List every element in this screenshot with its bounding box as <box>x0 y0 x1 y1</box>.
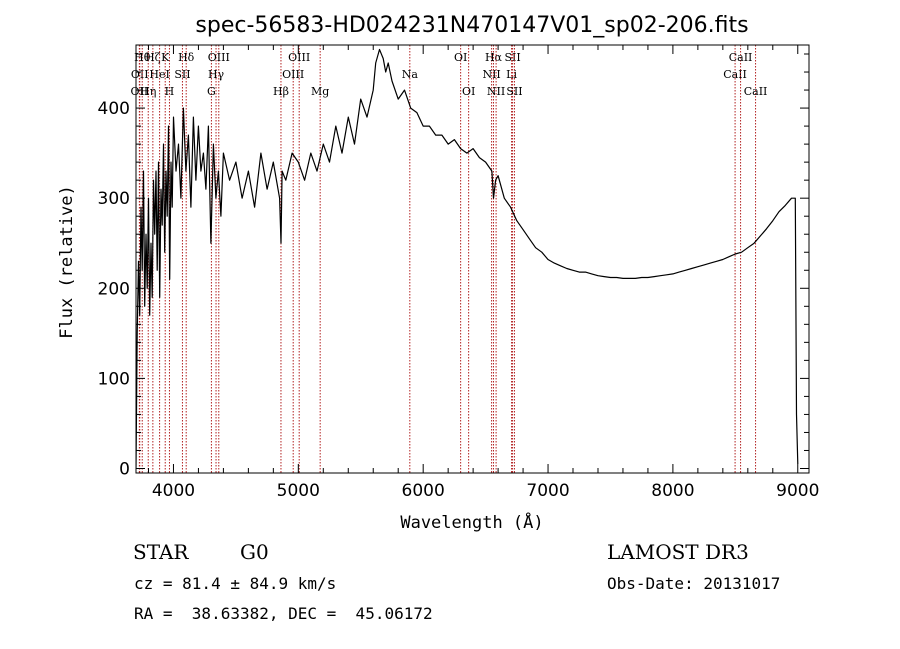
line-marker-label: Hα <box>485 51 503 64</box>
x-tick-label: 4000 <box>152 481 195 501</box>
x-tick-label: 8000 <box>651 481 694 501</box>
line-marker-label: OIII <box>288 51 310 64</box>
line-marker-label: SII <box>506 85 522 98</box>
spectral-line-markers: OIIOIIHθHηHζHeIKHSIIHδGHγOIIIHβOIIIOIIIM… <box>131 45 768 473</box>
line-marker-label: Hζ <box>145 51 161 64</box>
line-marker-label: H <box>165 85 175 98</box>
coordinates: RA = 38.63382, DEC = 45.06172 <box>134 604 433 623</box>
plot-frame <box>135 44 810 474</box>
line-marker-label: HeI <box>149 68 169 81</box>
y-tick-label: 400 <box>98 99 130 119</box>
y-axis-label: Flux (relative) <box>57 185 77 339</box>
object-subclass: G0 <box>240 540 269 564</box>
line-marker-label: CaII <box>723 68 747 81</box>
line-marker-label: NII <box>487 85 505 98</box>
y-axis: 0 100 200 300 400 <box>98 53 809 479</box>
y-tick-label: 0 <box>119 459 130 479</box>
x-tick-label: 5000 <box>277 481 320 501</box>
line-marker-label: OI <box>454 51 467 64</box>
observation-date: Obs-Date: 20131017 <box>607 574 780 593</box>
spectrum-line <box>136 48 799 469</box>
line-marker-label: NII <box>482 68 500 81</box>
line-marker-label: OII <box>131 68 149 81</box>
x-tick-label: 9000 <box>776 481 819 501</box>
line-marker-label: OI <box>462 85 475 98</box>
redshift-value: cz = 81.4 ± 84.9 km/s <box>134 574 336 593</box>
x-axis: 4000 5000 6000 7000 8000 9000 <box>147 45 819 501</box>
line-marker-label: Hβ <box>273 85 289 98</box>
line-marker-label: SII <box>174 68 190 81</box>
survey-name: LAMOST DR3 <box>607 540 749 564</box>
line-marker-label: OIII <box>208 51 230 64</box>
line-marker-label: Li <box>506 68 517 81</box>
line-marker-label: G <box>207 85 216 98</box>
line-marker-label: CaII <box>744 85 768 98</box>
line-marker-label: K <box>161 51 170 64</box>
line-marker-label: CaII <box>729 51 753 64</box>
line-marker-label: Hδ <box>178 51 195 64</box>
line-marker-label: Hγ <box>208 68 225 81</box>
x-axis-label: Wavelength (Å) <box>400 511 543 533</box>
line-marker-label: Mg <box>311 85 329 98</box>
line-marker-label: Hη <box>140 85 156 98</box>
chart-title: spec-56583-HD024231N470147V01_sp02-206.f… <box>195 13 748 38</box>
line-marker-label: OIII <box>282 68 304 81</box>
y-tick-label: 300 <box>98 189 130 209</box>
line-marker-label: Na <box>402 68 419 81</box>
line-marker-label: SII <box>504 51 520 64</box>
x-tick-label: 6000 <box>402 481 445 501</box>
y-tick-label: 100 <box>98 369 130 389</box>
object-class: STAR <box>133 540 189 564</box>
x-tick-label: 7000 <box>526 481 569 501</box>
y-tick-label: 200 <box>98 279 130 299</box>
